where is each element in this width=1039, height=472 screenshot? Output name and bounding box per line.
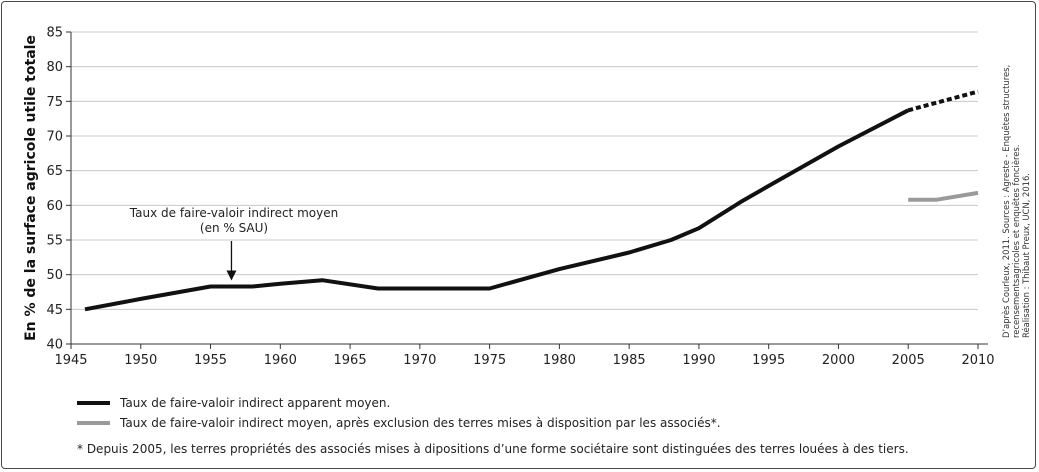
y-tick-label-75: 75 xyxy=(46,95,63,110)
y-tick-label-45: 45 xyxy=(46,303,63,318)
x-tick-label-1960: 1960 xyxy=(264,353,297,368)
legend-label-black: Taux de faire-valoir indirect apparent m… xyxy=(119,396,390,410)
x-tick-label-2010: 2010 xyxy=(961,353,994,368)
x-tick-label-1980: 1980 xyxy=(543,353,576,368)
annotation-line-1: Taux de faire-valoir indirect moyen xyxy=(129,206,338,220)
source-line-2: recensementsagricoles et enquêtes fonciè… xyxy=(1011,145,1021,338)
series-line-0-projection xyxy=(907,89,979,113)
series-line-0 xyxy=(84,108,910,312)
legend-label-grey: Taux de faire-valoir indirect moyen, apr… xyxy=(119,416,721,430)
x-tick-label-1985: 1985 xyxy=(613,353,646,368)
x-tick-label-1950: 1950 xyxy=(124,353,157,368)
x-tick-label-1975: 1975 xyxy=(473,353,506,368)
legend: Taux de faire-valoir indirect apparent m… xyxy=(77,396,721,430)
source-line-1: D’après Courleux, 2011. Sources : Agrest… xyxy=(1001,65,1011,338)
y-tick-label-80: 80 xyxy=(46,60,63,75)
y-tick-label-85: 85 xyxy=(46,26,63,41)
series-line-1 xyxy=(908,190,979,202)
y-tick-label-40: 40 xyxy=(46,338,63,353)
annotation-arrow xyxy=(226,241,237,281)
x-tick-label-1990: 1990 xyxy=(682,353,715,368)
source-line-3: Réalisation : Thibaut Preux, UCN, 2016. xyxy=(1021,173,1031,338)
source-note: D’après Courleux, 2011. Sources : Agrest… xyxy=(1001,65,1031,338)
y-tick-label-60: 60 xyxy=(46,199,63,214)
x-tick-label-1945: 1945 xyxy=(54,353,87,368)
y-tick-label-65: 65 xyxy=(46,164,63,179)
annotation: Taux de faire-valoir indirect moyen (en … xyxy=(129,206,338,281)
x-tick-labels: 1945 1950 1955 1960 1965 1970 1975 1980 1985 1990… xyxy=(54,344,995,368)
annotation-line-2: (en % SAU) xyxy=(200,221,268,235)
gridlines xyxy=(71,31,978,310)
annotation-arrow-head xyxy=(226,270,237,281)
footnote: * Depuis 2005, les terres propriétés des… xyxy=(77,442,909,456)
y-tick-label-50: 50 xyxy=(46,268,63,283)
axes xyxy=(70,32,988,345)
x-tick-label-1970: 1970 xyxy=(403,353,436,368)
x-tick-label-2000: 2000 xyxy=(822,353,855,368)
y-tick-label-55: 55 xyxy=(46,234,63,249)
y-tick-labels: 40 45 50 55 60 65 70 75 80 85 xyxy=(46,26,71,353)
series-lines xyxy=(84,89,979,312)
y-tick-label-70: 70 xyxy=(46,130,63,145)
x-tick-label-1965: 1965 xyxy=(334,353,367,368)
x-tick-label-1955: 1955 xyxy=(194,353,227,368)
x-tick-label-2005: 2005 xyxy=(892,353,925,368)
x-tick-label-1995: 1995 xyxy=(752,353,785,368)
y-axis-label: En % de la surface agricole utile totale xyxy=(23,35,39,341)
